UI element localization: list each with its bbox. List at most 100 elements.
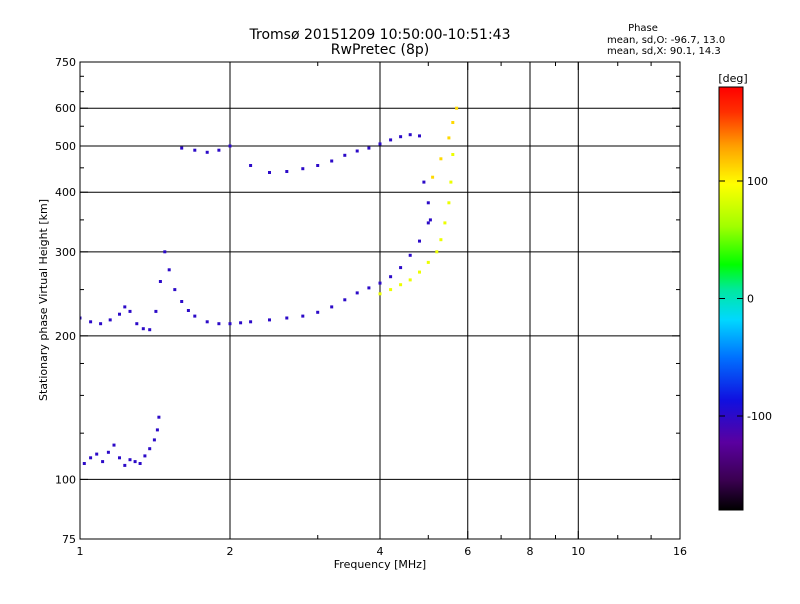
colorbar-ticks: 100 0 -100: [719, 175, 772, 423]
echo-point: [167, 268, 171, 272]
echo-point: [418, 239, 421, 243]
colorbar-label: [deg]: [718, 72, 747, 85]
chart-subtitle: RwPretec (8p): [331, 42, 429, 58]
echo-point: [435, 250, 439, 254]
echo-point: [418, 270, 421, 274]
echo-point: [95, 452, 99, 456]
echo-point: [157, 415, 161, 419]
echo-point: [455, 106, 459, 110]
echo-point: [431, 175, 435, 179]
echo-point: [108, 318, 112, 322]
echo-point: [205, 150, 209, 154]
phase-stats-x-mode: mean, sd,X: 90.1, 14.3: [607, 46, 721, 57]
echo-point: [82, 462, 86, 465]
echo-point: [148, 328, 152, 332]
echo-point: [173, 288, 177, 292]
echo-point: [330, 159, 334, 163]
echo-point: [106, 450, 110, 454]
colorbar-tick-label: -100: [747, 410, 772, 423]
echo-point: [367, 286, 371, 290]
echo-point: [228, 144, 232, 148]
echo-point: [285, 170, 289, 173]
y-tick-label: 600: [55, 102, 76, 115]
echo-point: [418, 134, 421, 138]
echo-point: [268, 171, 271, 174]
echo-point: [426, 221, 430, 225]
echo-point: [439, 157, 443, 161]
echo-point: [426, 201, 430, 205]
echo-points: [80, 106, 459, 467]
echo-point: [154, 309, 158, 313]
echo-point: [163, 250, 167, 254]
echo-point: [128, 309, 132, 313]
echo-point: [301, 167, 305, 171]
echo-point: [155, 428, 159, 432]
echo-point: [367, 146, 371, 150]
echo-point: [408, 133, 412, 137]
echo-point: [378, 281, 382, 285]
x-tick-label: 1: [77, 545, 84, 558]
echo-point: [389, 275, 393, 279]
echo-point: [249, 320, 253, 324]
y-tick-label: 500: [55, 140, 76, 153]
echo-point: [449, 180, 453, 184]
echo-point: [128, 458, 132, 462]
colorbar-tick-label: 100: [747, 175, 768, 188]
echo-point: [301, 314, 305, 318]
echo-point: [239, 321, 243, 325]
echo-point: [228, 322, 232, 326]
echo-point: [399, 135, 403, 139]
echo-point: [217, 322, 221, 326]
y-axis-label: Stationary phase Virtual Height [km]: [37, 199, 50, 401]
x-axis-label: Frequency [MHz]: [334, 558, 426, 571]
echo-point: [158, 280, 162, 283]
x-axis-ticks: 1 2 4 6 8 10 16: [77, 62, 687, 558]
echo-point: [399, 266, 403, 270]
echo-point: [408, 278, 412, 282]
echo-point: [447, 201, 451, 205]
echo-point: [389, 288, 393, 292]
chart-title: Tromsø 20151209 10:50:00-10:51:43: [249, 27, 511, 43]
echo-point: [408, 253, 412, 257]
echo-point: [426, 260, 430, 264]
x-tick-label: 2: [227, 545, 234, 558]
echo-point: [399, 283, 403, 287]
echo-point: [451, 121, 455, 124]
echo-point: [186, 309, 190, 312]
echo-point: [101, 460, 105, 464]
echo-point: [141, 327, 145, 331]
y-tick-label: 75: [62, 533, 76, 546]
gridlines: [80, 62, 680, 539]
echo-point: [135, 322, 139, 326]
echo-point: [138, 462, 142, 465]
echo-point: [316, 310, 320, 314]
echo-point: [143, 454, 147, 458]
echo-point: [428, 218, 432, 222]
echo-point: [123, 305, 127, 309]
echo-point: [422, 180, 426, 184]
echo-point: [343, 298, 347, 302]
echo-point: [205, 320, 209, 324]
x-tick-label: 8: [527, 545, 534, 558]
y-tick-label: 200: [55, 330, 76, 343]
echo-point: [330, 305, 334, 309]
echo-point: [451, 153, 455, 156]
echo-point: [378, 142, 382, 146]
echo-point: [268, 318, 271, 322]
echo-point: [123, 463, 127, 467]
echo-point: [316, 164, 320, 167]
y-tick-label: 100: [55, 473, 76, 486]
echo-point: [89, 456, 93, 460]
x-tick-label: 16: [673, 545, 687, 558]
echo-point: [89, 320, 93, 324]
echo-point: [343, 153, 347, 157]
phase-stats-heading: Phase: [628, 23, 658, 34]
echo-point: [249, 164, 253, 167]
y-tick-label: 300: [55, 246, 76, 259]
echo-point: [80, 316, 82, 320]
echo-point: [389, 138, 393, 142]
y-axis-ticks: 75 100 200 300 400 500 600 750: [55, 56, 680, 546]
echo-point: [118, 312, 121, 316]
